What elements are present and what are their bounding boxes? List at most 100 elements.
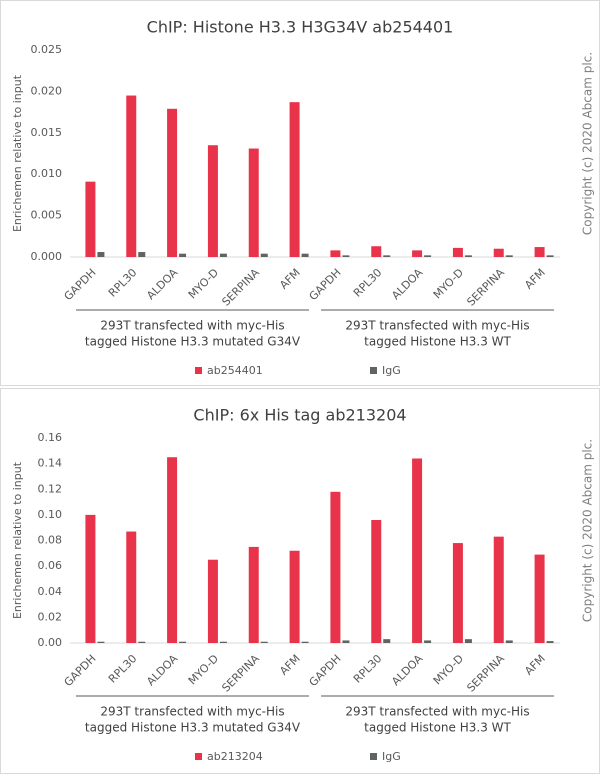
bar — [248, 546, 259, 643]
legend-label: IgG — [382, 750, 401, 763]
bar — [248, 148, 259, 257]
bar — [126, 95, 137, 257]
group-label: 293T transfected with myc-His — [345, 319, 529, 333]
x-tick-label: RPL30 — [351, 652, 385, 686]
legend-swatch — [370, 753, 377, 760]
x-tick-label: MYO-D — [431, 266, 466, 301]
y-tick-label: 0.12 — [38, 482, 63, 495]
x-tick-label: RPL30 — [351, 266, 385, 300]
group-label: 293T transfected with myc-His — [345, 705, 529, 719]
bar — [85, 181, 96, 257]
x-tick-label: MYO-D — [431, 652, 466, 687]
bar — [534, 247, 545, 257]
bar — [342, 640, 350, 643]
x-tick-label: GAPDH — [62, 266, 99, 303]
y-tick-label: 0.02 — [38, 610, 63, 623]
x-tick-label: RPL30 — [106, 652, 140, 686]
y-tick-label: 0.06 — [38, 559, 63, 572]
legend-swatch — [195, 753, 202, 760]
bar — [464, 255, 472, 257]
bar — [330, 250, 341, 257]
y-tick-label: 0.10 — [38, 508, 63, 521]
x-tick-label: ALDOA — [389, 652, 425, 688]
bar — [371, 520, 382, 643]
bar — [179, 253, 187, 257]
x-tick-label: SERPINA — [464, 652, 507, 695]
x-tick-label: AFM — [277, 266, 303, 292]
y-tick-label: 0.04 — [38, 585, 63, 598]
bar — [546, 255, 554, 257]
y-tick-label: 0.010 — [31, 167, 63, 180]
bar — [301, 641, 309, 643]
bar — [412, 458, 423, 643]
copyright: Copyright (c) 2020 Abcam plc. — [581, 439, 595, 622]
bar — [179, 641, 187, 643]
bar — [207, 145, 218, 257]
x-tick-label: RPL30 — [106, 266, 140, 300]
bar — [138, 252, 146, 257]
x-tick-label: AFM — [522, 266, 548, 292]
group-label: tagged Histone H3.3 WT — [364, 721, 511, 735]
bar — [464, 639, 472, 643]
bar — [493, 536, 504, 643]
chart-title: ChIP: Histone H3.3 H3G34V ab254401 — [147, 18, 454, 37]
legend-label: ab213204 — [207, 750, 263, 763]
bar — [383, 255, 391, 257]
x-tick-label: AFM — [277, 652, 303, 678]
legend-label: ab254401 — [207, 364, 263, 377]
y-tick-label: 0.020 — [31, 84, 63, 97]
bar — [493, 248, 504, 257]
x-tick-label: SERPINA — [219, 266, 262, 309]
y-tick-label: 0.015 — [31, 126, 63, 139]
y-tick-label: 0.16 — [38, 431, 63, 444]
bar — [260, 253, 268, 257]
x-tick-label: ALDOA — [389, 266, 425, 302]
x-tick-label: MYO-D — [186, 652, 221, 687]
y-tick-label: 0.14 — [38, 457, 63, 470]
bar — [412, 250, 423, 257]
bar — [289, 102, 300, 257]
bar — [85, 514, 96, 643]
bar — [97, 252, 105, 257]
x-tick-label: ALDOA — [144, 652, 180, 688]
bar — [97, 641, 105, 643]
bar — [207, 559, 218, 643]
bar — [219, 253, 227, 257]
bar — [301, 253, 309, 257]
chart-title: ChIP: 6x His tag ab213204 — [193, 406, 406, 425]
bar — [505, 640, 513, 643]
x-tick-label: GAPDH — [307, 652, 344, 689]
bar — [452, 543, 463, 643]
bar — [505, 255, 513, 257]
bar — [167, 108, 178, 258]
bar — [260, 641, 268, 643]
bar — [126, 531, 137, 643]
bar — [534, 554, 545, 643]
x-tick-label: AFM — [522, 652, 548, 678]
group-label: tagged Histone H3.3 WT — [364, 335, 511, 349]
x-tick-label: GAPDH — [307, 266, 344, 303]
group-label: 293T transfected with myc-His — [100, 319, 284, 333]
bar — [424, 640, 432, 643]
legend-swatch — [195, 367, 202, 374]
legend-swatch — [370, 367, 377, 374]
bar — [371, 246, 382, 257]
bar — [452, 247, 463, 257]
y-tick-label: 0.08 — [38, 534, 63, 547]
bar — [342, 255, 350, 257]
y-axis-label: Enrichemen relative to input — [11, 74, 24, 232]
group-label: tagged Histone H3.3 mutated G34V — [85, 721, 301, 735]
y-tick-label: 0.000 — [31, 250, 63, 263]
x-tick-label: GAPDH — [62, 652, 99, 689]
x-tick-label: SERPINA — [464, 266, 507, 309]
bar — [330, 491, 341, 643]
bar — [219, 641, 227, 643]
bar — [289, 550, 300, 643]
y-tick-label: 0.005 — [31, 209, 63, 222]
bar — [383, 639, 391, 643]
bar — [546, 641, 554, 643]
group-label: 293T transfected with myc-His — [100, 705, 284, 719]
y-axis-label: Enrichemen relative to input — [11, 461, 24, 619]
group-label: tagged Histone H3.3 mutated G34V — [85, 335, 301, 349]
